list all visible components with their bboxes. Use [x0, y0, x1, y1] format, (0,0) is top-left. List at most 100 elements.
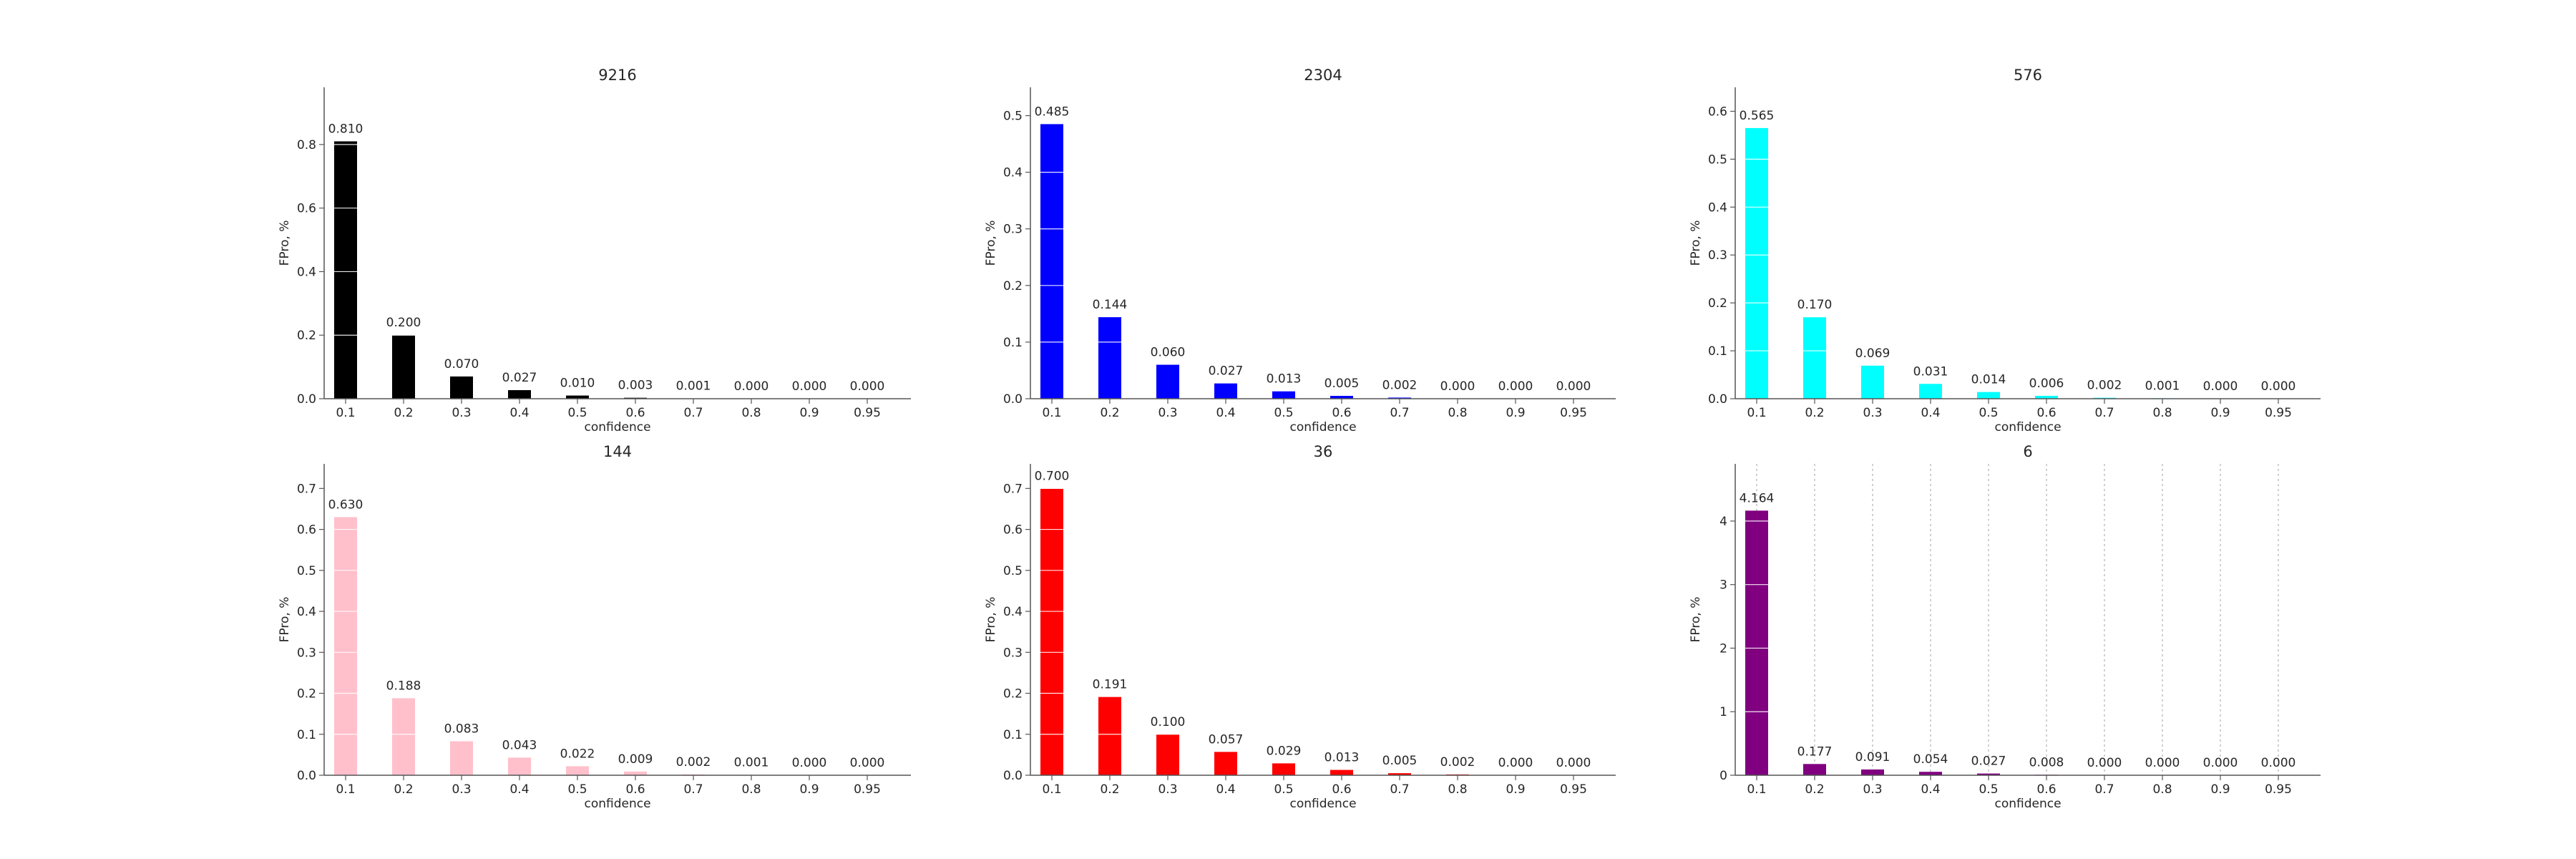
x-tick-label: 0.9 [799, 782, 819, 797]
y-tick-label: 0.4 [1708, 200, 1727, 215]
x-tick-label: 0.3 [1158, 782, 1177, 797]
y-tick-label: 0.3 [1003, 646, 1023, 660]
x-tick-label: 0.1 [1042, 406, 1061, 420]
data-label: 0.014 [1971, 373, 2006, 387]
chart-title: 576 [2014, 67, 2042, 84]
x-tick-label: 0.1 [1747, 782, 1766, 797]
bar [392, 335, 415, 399]
data-label: 0.200 [386, 316, 421, 330]
y-tick-label: 0.6 [1003, 523, 1023, 538]
data-label: 0.810 [328, 122, 364, 136]
x-tick-label: 0.95 [854, 782, 881, 797]
x-tick-label: 0.6 [625, 406, 645, 420]
bar [1861, 769, 1884, 775]
y-tick-label: 0.0 [297, 769, 316, 783]
x-tick-label: 0.7 [1390, 782, 1409, 797]
x-tick-label: 0.1 [1747, 406, 1766, 420]
data-label: 0.003 [618, 379, 653, 393]
data-label: 0.144 [1093, 298, 1128, 312]
y-tick-label: 3 [1719, 578, 1727, 593]
data-label: 0.000 [1440, 379, 1475, 394]
y-tick-label: 0.5 [1708, 152, 1727, 167]
x-tick-label: 0.7 [683, 782, 703, 797]
y-tick-label: 0.0 [1003, 392, 1023, 407]
chart-panel: 0.0 0.1 0.2 0.3 0.4 0.5 0.1 0.2 0.3 0.4 0.5 0.6 0.7 0… [984, 67, 1616, 435]
x-tick-label: 0.4 [509, 406, 529, 420]
x-axis-label: confidence [1994, 797, 2061, 811]
x-tick-label: 0.4 [1216, 782, 1235, 797]
bar [1156, 364, 1179, 399]
bar [1388, 773, 1411, 775]
y-axis-label: FPro, % [984, 220, 998, 266]
x-tick-label: 0.8 [1448, 406, 1467, 420]
bar [450, 741, 473, 775]
x-tick-label: 0.3 [1863, 406, 1882, 420]
y-axis-label: FPro, % [984, 597, 998, 643]
x-tick-label: 0.4 [509, 782, 529, 797]
y-axis-label: FPro, % [278, 220, 292, 266]
x-tick-label: 0.5 [1274, 406, 1293, 420]
x-tick-label: 0.9 [799, 406, 819, 420]
bar [2035, 395, 2058, 399]
x-axis-label: confidence [584, 797, 650, 811]
data-label: 0.002 [1440, 755, 1475, 770]
bar [1098, 697, 1121, 775]
x-tick-label: 0.2 [1100, 406, 1119, 420]
y-tick-label: 0.2 [1003, 687, 1023, 702]
data-label: 0.000 [850, 756, 885, 770]
data-label: 0.000 [2261, 756, 2296, 770]
bar [1040, 124, 1063, 399]
chart-title: 144 [603, 443, 632, 460]
x-axis-label: confidence [1994, 420, 2061, 435]
chart-title: 6 [2023, 443, 2032, 460]
y-tick-label: 0.5 [1003, 110, 1023, 124]
bar [1745, 510, 1768, 775]
bar [334, 517, 357, 775]
bar [1098, 317, 1121, 399]
data-label: 0.001 [2145, 379, 2180, 393]
data-label: 0.091 [1855, 750, 1890, 765]
y-tick-label: 0.3 [1708, 248, 1727, 263]
data-label: 0.191 [1093, 678, 1128, 692]
data-label: 0.000 [1556, 379, 1591, 394]
chart-panel: 0.0 0.1 0.2 0.3 0.4 0.5 0.6 0.1 0.2 0.3 0.4 0.5 0.6 0… [1689, 67, 2321, 435]
data-label: 0.000 [2203, 756, 2238, 770]
y-tick-label: 0.1 [1003, 336, 1023, 350]
data-label: 0.022 [560, 747, 595, 761]
y-tick-label: 0.0 [297, 392, 316, 407]
x-tick-label: 0.5 [567, 406, 587, 420]
data-label: 0.630 [328, 498, 364, 512]
x-tick-label: 0.2 [1100, 782, 1119, 797]
data-label: 0.000 [792, 756, 827, 770]
x-tick-label: 0.3 [452, 406, 471, 420]
data-label: 0.070 [444, 357, 479, 372]
x-tick-label: 0.4 [1921, 406, 1940, 420]
y-tick-label: 2 [1719, 641, 1727, 656]
data-label: 0.054 [1913, 752, 1948, 767]
x-tick-label: 0.7 [2094, 406, 2114, 420]
data-label: 0.485 [1035, 105, 1070, 119]
x-tick-label: 0.6 [1332, 782, 1351, 797]
bar [624, 771, 647, 775]
bar [1214, 383, 1237, 399]
chart-title: 2304 [1304, 67, 1342, 84]
data-label: 0.043 [502, 738, 537, 752]
data-label: 0.006 [2029, 377, 2064, 391]
bar [1330, 770, 1353, 775]
y-tick-label: 0.2 [1708, 296, 1727, 311]
x-tick-label: 0.9 [2210, 406, 2230, 420]
data-label: 0.005 [1324, 377, 1360, 391]
bar [1745, 127, 1768, 399]
data-label: 0.000 [1498, 756, 1533, 770]
x-tick-label: 0.8 [1448, 782, 1467, 797]
data-label: 0.000 [2261, 379, 2296, 394]
chart-panel: 0.0 0.2 0.4 0.6 0.8 0.1 0.2 0.3 0.4 0.5 0.6 0.7 0.8 0… [278, 67, 911, 435]
x-tick-label: 0.8 [2152, 406, 2172, 420]
x-tick-label: 0.3 [452, 782, 471, 797]
data-label: 0.027 [502, 371, 537, 385]
x-tick-label: 0.1 [336, 782, 355, 797]
data-label: 0.010 [560, 377, 595, 391]
x-tick-label: 0.9 [1506, 782, 1525, 797]
y-tick-label: 0.5 [297, 564, 316, 578]
x-tick-label: 0.7 [1390, 406, 1409, 420]
